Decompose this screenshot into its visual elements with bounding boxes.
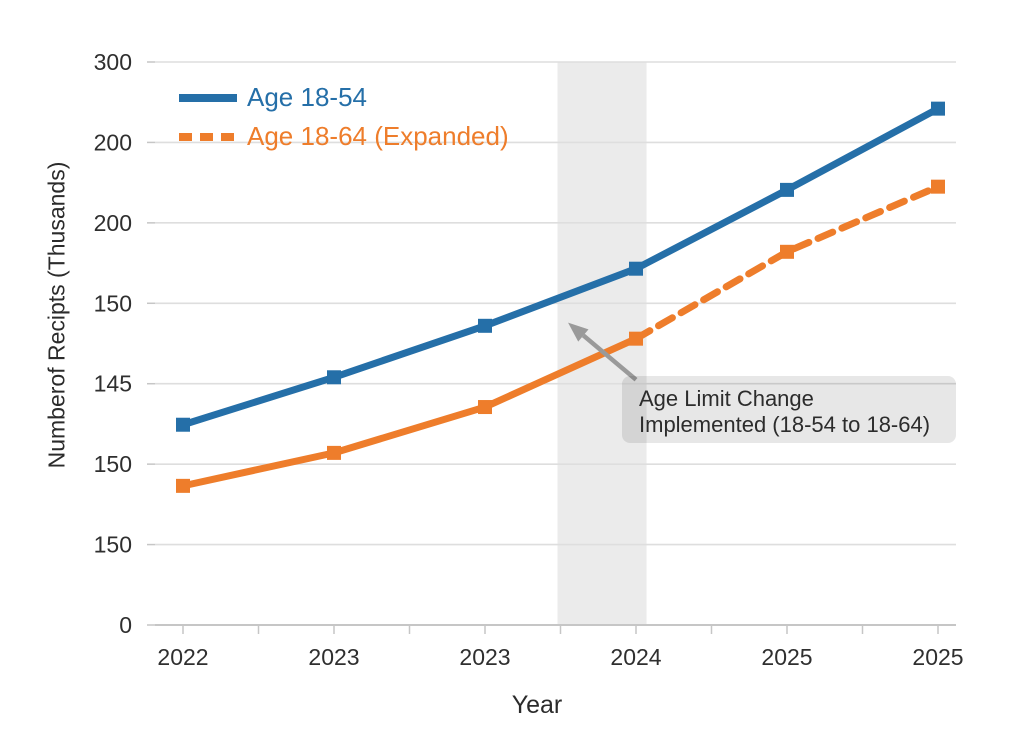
series-line-age-18-64-expanded-dashed [632,183,942,343]
x-tick-label: 2023 [308,644,359,670]
y-tick-label: 145 [94,371,132,397]
y-tick-label: 300 [94,49,132,75]
data-point-marker [478,318,492,333]
data-point-marker [629,331,643,346]
series-line-age-18-64-expanded-solid [179,335,640,490]
legend-item-age-18-64: Age 18-64 (Expanded) [178,117,509,156]
x-tick-label: 2025 [761,644,812,670]
y-tick-label: 150 [94,290,132,316]
data-point-marker [780,244,794,259]
annotation-arrow [581,333,638,382]
data-point-marker [780,182,794,197]
y-tick-label: 200 [94,129,132,155]
y-tick-label: 150 [94,451,132,477]
annotation-box: Age Limit Change Implemented (18-54 to 1… [622,376,956,443]
x-tick-label: 2023 [459,644,510,670]
legend-label-age-18-64: Age 18-64 (Expanded) [247,121,509,151]
legend-item-age-18-54: Age 18-54 [178,78,509,117]
data-point-marker [931,101,945,116]
legend: Age 18-54 Age 18-64 (Expanded) [178,78,509,156]
data-point-marker [629,261,643,276]
data-point-marker [478,400,492,415]
annotation-arrowhead-icon [568,322,589,342]
annotation-text-line2: Implemented (18-54 to 18-64) [639,412,931,437]
data-point-marker [327,445,341,460]
x-tick-label: 2025 [912,644,963,670]
data-point-marker [176,417,190,432]
data-point-marker [176,478,190,493]
y-axis-title: Numberof Recipts (Thusands) [43,161,70,469]
data-point-marker [931,179,945,194]
y-tick-label: 150 [94,532,132,558]
annotation-text-line1: Age Limit Change [639,386,814,411]
legend-swatch-dashed-line-icon [179,132,237,141]
data-point-marker [327,370,341,385]
series-line-age-18-54 [179,105,942,429]
legend-label-age-18-54: Age 18-54 [247,82,367,112]
x-axis-title: Year [511,691,563,719]
x-tick-label: 2022 [157,644,208,670]
y-tick-label: 0 [119,612,132,638]
legend-swatch-solid-line-icon [179,93,237,102]
x-tick-label: 2024 [610,644,661,670]
y-tick-label: 200 [94,210,132,236]
